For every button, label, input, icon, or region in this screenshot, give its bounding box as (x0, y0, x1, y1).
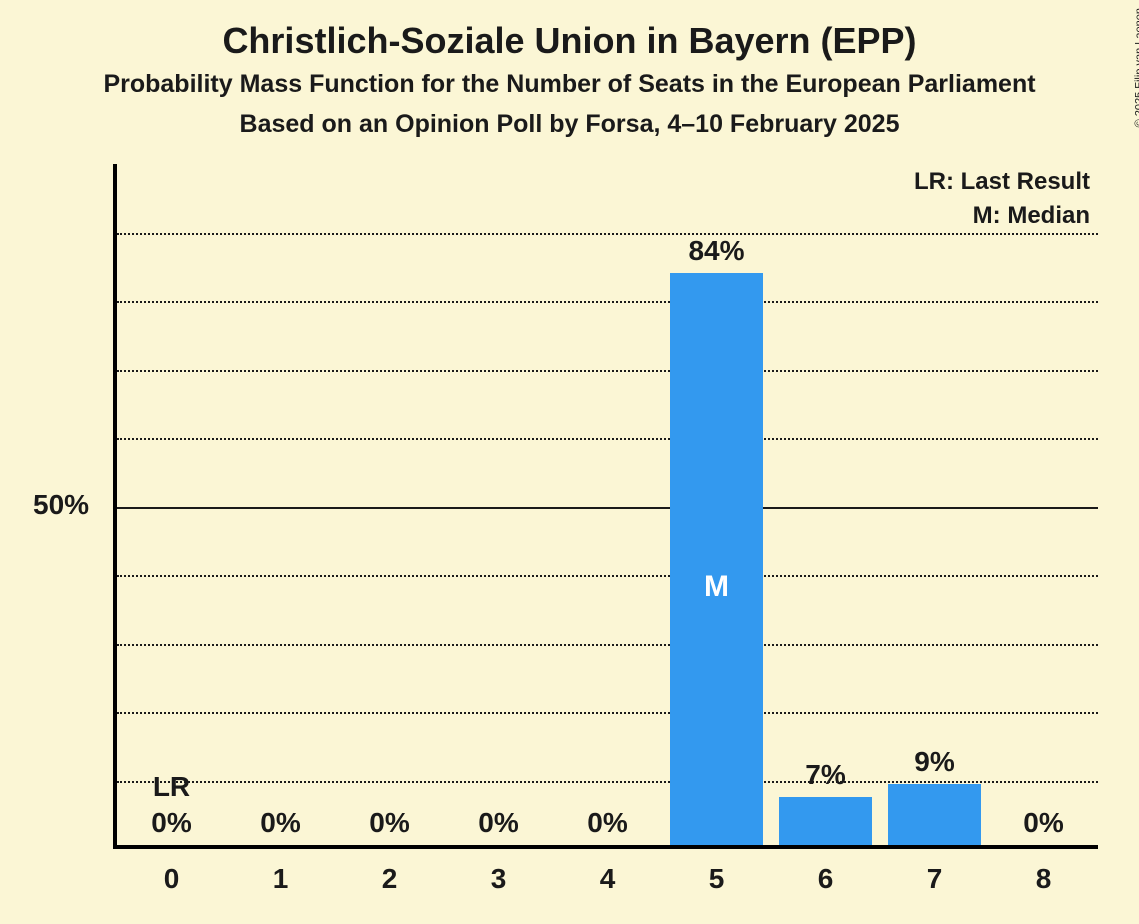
x-tick-label: 0 (117, 863, 226, 895)
x-tick-label: 1 (226, 863, 335, 895)
bar (779, 797, 872, 845)
x-tick-label: 5 (662, 863, 771, 895)
bar-value-label: 7% (771, 759, 880, 791)
bar (888, 784, 981, 845)
gridline-minor (117, 438, 1098, 440)
bar-value-label: 0% (117, 807, 226, 839)
gridline-minor (117, 233, 1098, 235)
x-tick-label: 4 (553, 863, 662, 895)
gridline-minor (117, 712, 1098, 714)
gridline-minor (117, 575, 1098, 577)
median-marker: M (670, 570, 763, 604)
x-tick-label: 3 (444, 863, 553, 895)
x-tick-label: 6 (771, 863, 880, 895)
y-tick-label: 50% (33, 489, 89, 521)
last-result-marker: LR (117, 771, 226, 803)
bar-value-label: 0% (553, 807, 662, 839)
bar-value-label: 0% (335, 807, 444, 839)
bar (670, 273, 763, 845)
x-axis (113, 845, 1098, 849)
gridline-minor (117, 370, 1098, 372)
chart-plot-area: 0%0LR0%10%20%30%4M84%57%69%70%8LR: Last … (113, 164, 1098, 849)
credit-text: © 2025 Filip van Laenen (1133, 8, 1139, 127)
chart-title: Christlich-Soziale Union in Bayern (EPP) (0, 20, 1139, 62)
x-tick-label: 7 (880, 863, 989, 895)
bar-value-label: 0% (989, 807, 1098, 839)
x-tick-label: 2 (335, 863, 444, 895)
gridline-minor (117, 644, 1098, 646)
bar-value-label: 0% (444, 807, 553, 839)
legend-line-2: M: Median (973, 202, 1090, 230)
bar-value-label: 0% (226, 807, 335, 839)
bar-value-label: 9% (880, 746, 989, 778)
legend-line-1: LR: Last Result (914, 168, 1090, 196)
x-tick-label: 8 (989, 863, 1098, 895)
gridline-minor (117, 301, 1098, 303)
bar-value-label: 84% (662, 235, 771, 267)
gridline-major (117, 507, 1098, 509)
chart-subtitle-1: Probability Mass Function for the Number… (0, 70, 1139, 99)
chart-subtitle-2: Based on an Opinion Poll by Forsa, 4–10 … (0, 110, 1139, 139)
gridline-minor (117, 781, 1098, 783)
